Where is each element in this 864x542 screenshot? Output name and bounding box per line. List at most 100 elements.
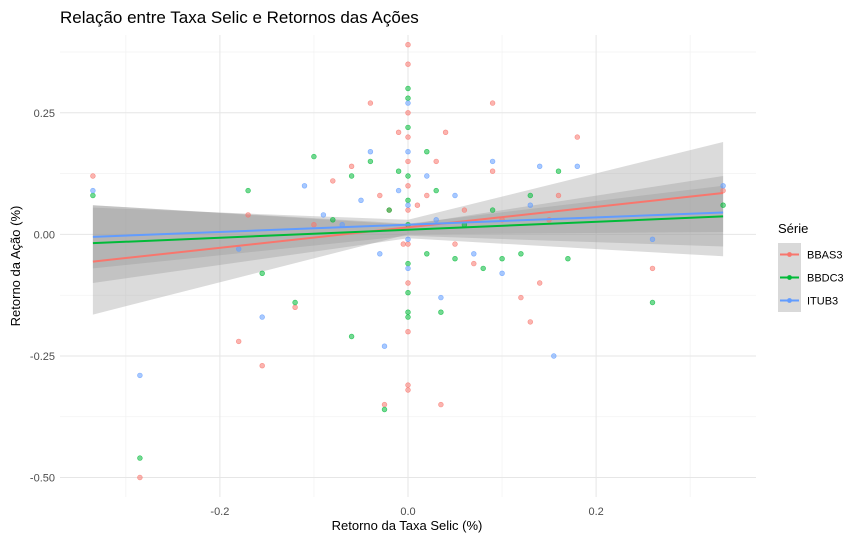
point-itub3-11 (395, 187, 402, 194)
legend-label-bbas3: BBAS3 (807, 250, 842, 262)
point-itub3-18 (433, 217, 439, 223)
point-bbdc3-1 (137, 455, 143, 461)
point-bbdc3-24 (424, 251, 430, 257)
point-bbas3-5 (292, 304, 298, 310)
point-bbdc3-29 (480, 265, 486, 272)
point-bbas3-30 (438, 401, 444, 408)
legend-key-point-bbas3 (787, 252, 792, 257)
point-bbdc3-30 (489, 207, 496, 213)
point-bbas3-13 (395, 129, 402, 136)
point-bbdc3-11 (381, 406, 388, 413)
point-bbdc3-12 (395, 168, 402, 174)
point-bbas3-21 (405, 207, 411, 213)
point-itub3-19 (438, 294, 444, 301)
legend-key-point-itub3 (787, 298, 792, 303)
point-bbas3-25 (405, 382, 411, 388)
point-bbas3-15 (405, 41, 411, 48)
point-bbdc3-2 (245, 187, 251, 194)
point-bbdc3-15 (405, 124, 411, 131)
point-itub3-13 (405, 149, 411, 155)
point-bbdc3-36 (649, 299, 656, 306)
point-itub3-24 (527, 202, 533, 208)
trend-lines (92, 192, 724, 263)
point-bbas3-0 (90, 173, 96, 179)
point-itub3-12 (405, 100, 411, 106)
point-itub3-21 (471, 251, 477, 257)
point-bbas3-26 (405, 387, 411, 393)
point-bbdc3-23 (424, 149, 430, 155)
point-bbas3-10 (377, 192, 383, 199)
point-bbas3-27 (414, 202, 421, 208)
point-bbas3-19 (405, 158, 411, 165)
point-itub3-9 (377, 251, 383, 257)
point-bbdc3-6 (330, 217, 336, 223)
x-tick-label-0: -0.2 (210, 506, 229, 518)
point-bbas3-6 (311, 222, 317, 228)
point-bbas3-14 (400, 241, 406, 247)
point-bbas3-1 (137, 474, 143, 481)
legend-key-point-bbdc3 (787, 275, 792, 280)
legend-label-bbdc3: BBDC3 (807, 273, 844, 285)
point-itub3-26 (551, 353, 557, 359)
y-axis-title: Retorno da Ação (%) (8, 206, 23, 327)
point-bbas3-29 (433, 158, 439, 165)
point-itub3-16 (405, 265, 411, 272)
point-bbas3-16 (405, 61, 411, 67)
point-bbdc3-22 (405, 314, 411, 320)
point-itub3-22 (489, 158, 496, 165)
point-itub3-17 (424, 173, 430, 179)
point-bbas3-31 (442, 129, 449, 136)
point-itub3-8 (367, 149, 374, 155)
point-itub3-28 (649, 236, 656, 243)
point-itub3-14 (405, 202, 411, 208)
point-bbdc3-27 (452, 256, 458, 262)
data-points (90, 41, 726, 481)
point-bbas3-11 (381, 401, 388, 408)
point-bbdc3-0 (90, 192, 96, 199)
point-itub3-23 (499, 270, 505, 276)
point-bbas3-38 (518, 294, 524, 301)
point-itub3-1 (137, 372, 143, 379)
point-bbas3-18 (405, 134, 411, 140)
point-bbdc3-19 (405, 260, 411, 267)
point-bbas3-40 (536, 280, 543, 286)
y-tick-label-0: -0.50 (30, 473, 55, 485)
x-tick-label-1: 0.0 (400, 506, 415, 518)
legend: Série BBAS3 BBDC3 ITUB3 (778, 221, 844, 312)
point-bbas3-42 (555, 192, 562, 199)
point-bbdc3-33 (527, 192, 533, 199)
point-bbdc3-32 (518, 251, 524, 257)
legend-item-bbdc3: BBDC3 (778, 266, 844, 289)
point-bbdc3-8 (348, 333, 355, 340)
point-bbdc3-5 (311, 153, 317, 160)
point-bbas3-17 (405, 110, 411, 116)
point-bbdc3-4 (292, 299, 298, 306)
legend-item-itub3: ITUB3 (778, 289, 838, 312)
point-bbas3-7 (330, 178, 336, 184)
point-bbdc3-7 (348, 173, 355, 179)
point-itub3-4 (301, 183, 308, 189)
point-bbas3-43 (574, 134, 580, 140)
point-bbas3-9 (367, 100, 374, 106)
point-itub3-2 (236, 246, 242, 252)
point-bbdc3-3 (259, 270, 265, 276)
point-bbas3-24 (405, 329, 411, 335)
point-bbdc3-37 (720, 202, 726, 208)
point-bbas3-39 (527, 319, 533, 325)
tick-labels: -0.2 0.0 0.2 -0.50 -0.25 0.00 0.25 (30, 108, 604, 518)
point-itub3-27 (574, 163, 580, 170)
point-bbas3-2 (236, 338, 242, 345)
point-bbdc3-34 (555, 168, 562, 174)
point-itub3-25 (536, 163, 543, 170)
point-bbdc3-25 (433, 187, 439, 194)
y-tick-label-2: 0.00 (34, 229, 55, 241)
point-bbdc3-31 (499, 256, 505, 262)
point-bbdc3-21 (405, 309, 411, 315)
point-bbas3-34 (471, 260, 477, 267)
point-itub3-15 (405, 236, 411, 243)
chart-title: Relação entre Taxa Selic e Retornos das … (60, 8, 419, 27)
point-bbdc3-9 (367, 158, 374, 165)
point-itub3-20 (452, 192, 458, 199)
point-bbdc3-14 (405, 95, 411, 101)
